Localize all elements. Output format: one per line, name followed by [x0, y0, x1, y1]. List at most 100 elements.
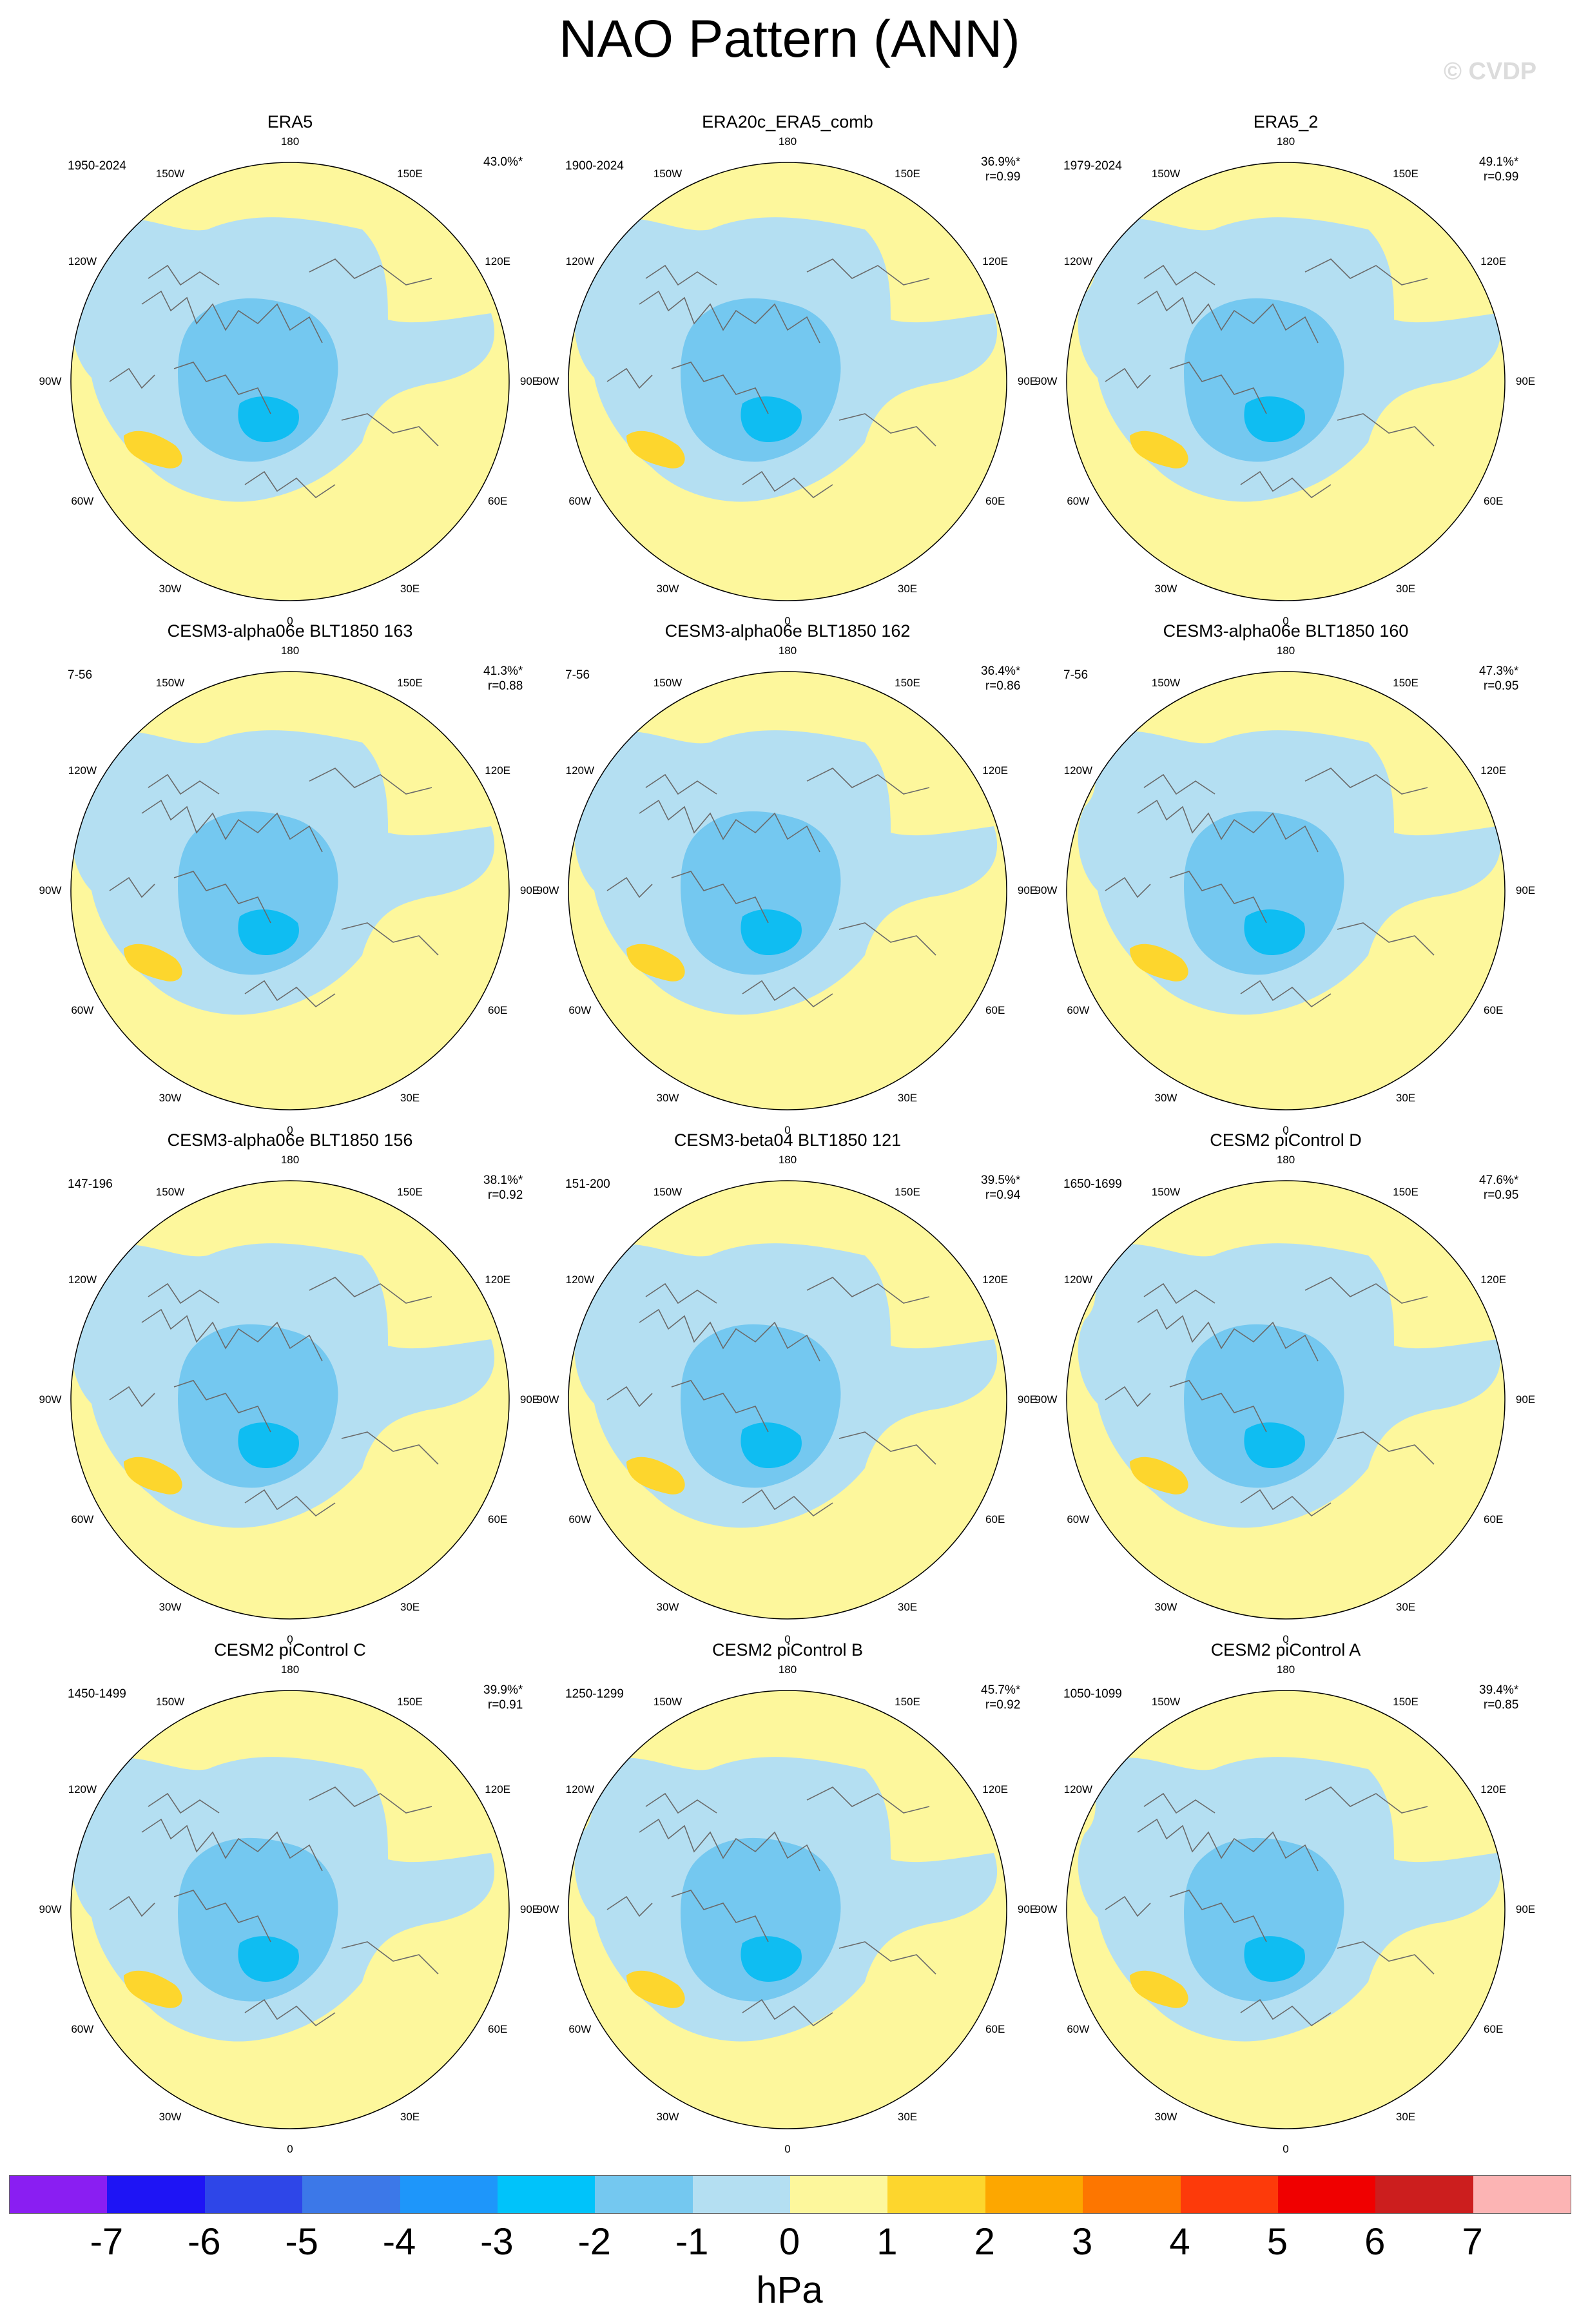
longitude-label: 60E [985, 495, 1005, 507]
explained-variance: 36.9%* [981, 155, 1021, 169]
longitude-label: 90W [39, 1903, 62, 1915]
positive-anomaly-max [626, 944, 685, 982]
longitude-label: 150E [1393, 167, 1419, 180]
longitude-label: 90E [519, 1903, 540, 1915]
pattern-correlation: r=0.99 [985, 170, 1021, 184]
colorbar-swatch [1180, 2176, 1278, 2213]
explained-variance: 47.6%* [1479, 1174, 1519, 1187]
map-border [70, 1690, 510, 2129]
longitude-label: 120E [982, 1783, 1009, 1796]
cvdp-credit: © CVDP [1444, 58, 1537, 85]
longitude-label: 150E [397, 676, 423, 689]
longitude-label: 60W [1067, 1004, 1090, 1016]
longitude-label: 120E [1480, 1783, 1507, 1796]
polar-map [1066, 162, 1506, 601]
longitude-label: 90E [519, 375, 540, 387]
longitude-label: 180 [1276, 1663, 1295, 1676]
panel-stats: 49.1%* r=0.99 [1479, 155, 1518, 184]
longitude-label: 120W [565, 764, 595, 777]
coastlines [109, 1277, 439, 1517]
negative-anomaly-max [238, 396, 299, 442]
negative-anomaly-max [741, 1422, 802, 1468]
longitude-label: 150W [653, 1695, 683, 1708]
positive-anomaly-max [626, 1457, 685, 1495]
map-panel: CESM3-alpha06e BLT1850 163 7-56 41.3%* r=0.… [32, 620, 548, 1136]
panel-stats: 39.4%* r=0.85 [1479, 1683, 1518, 1712]
colorbar-tick-label: -3 [480, 2221, 514, 2263]
longitude-label: 120E [1480, 1273, 1507, 1286]
longitude-label: 120E [982, 764, 1009, 777]
panel-period: 1650-1699 [1063, 1177, 1122, 1191]
longitude-label: 180 [778, 644, 797, 657]
longitude-label: 90E [1017, 375, 1038, 387]
map-panel: CESM3-alpha06e BLT1850 160 7-56 47.3%* r=0.… [1028, 620, 1544, 1136]
longitude-label: 150W [1151, 676, 1181, 689]
longitude-label: 90E [1515, 1903, 1536, 1915]
longitude-label: 30E [1395, 2111, 1416, 2124]
longitude-label: 30E [897, 1601, 918, 1614]
longitude-label: 60E [985, 2023, 1005, 2035]
colorbar-swatch [887, 2176, 985, 2213]
explained-variance: 39.9%* [483, 1683, 523, 1697]
longitude-label: 0 [784, 1124, 791, 1136]
longitude-label: 180 [280, 1154, 300, 1166]
colorbar-tick-label: -1 [675, 2221, 709, 2263]
map-border [568, 162, 1007, 601]
longitude-label: 30E [1395, 1092, 1416, 1105]
longitude-label: 30E [897, 1092, 918, 1105]
panel-title: CESM2 piControl B [712, 1640, 864, 1660]
polar-map [70, 1180, 510, 1620]
positive-anomaly-max [1130, 1970, 1188, 2008]
panel-period: 1050-1099 [1063, 1687, 1122, 1701]
positive-anomaly-max [124, 1970, 182, 2008]
longitude-label: 150E [895, 167, 920, 180]
panel-title: CESM3-alpha06e BLT1850 162 [664, 621, 911, 641]
longitude-label: 150W [1151, 1695, 1181, 1708]
colorbar-tick-label: -2 [577, 2221, 612, 2263]
panel-title: CESM2 piControl C [214, 1640, 366, 1660]
pattern-correlation: r=0.92 [487, 1188, 523, 1202]
longitude-label: 150E [895, 1695, 920, 1708]
longitude-label: 180 [280, 1663, 300, 1676]
pattern-correlation: r=0.95 [1483, 1188, 1519, 1202]
longitude-label: 60W [568, 1004, 592, 1016]
pattern-correlation: r=0.99 [1483, 170, 1519, 184]
map-border [568, 1180, 1007, 1620]
colorbar-swatch [985, 2176, 1083, 2213]
positive-anomaly-max [626, 1970, 685, 2008]
panel-title: CESM2 piControl A [1210, 1640, 1361, 1660]
longitude-label: 120W [565, 255, 595, 267]
longitude-label: 120E [485, 255, 511, 267]
positive-anomaly-max [1130, 1457, 1188, 1495]
panel-stats: 38.1%* r=0.92 [483, 1173, 523, 1203]
longitude-label: 0 [287, 2143, 293, 2155]
colorbar-swatch [1473, 2176, 1571, 2213]
map-border [1066, 671, 1506, 1110]
longitude-label: 0 [287, 615, 293, 627]
panel-title: ERA5 [267, 112, 313, 131]
longitude-label: 30W [656, 2111, 679, 2124]
longitude-label: 150E [397, 1695, 423, 1708]
longitude-label: 30W [159, 2111, 182, 2124]
longitude-label: 30E [400, 2111, 420, 2124]
longitude-label: 120W [565, 1783, 595, 1796]
colorbar-swatch [790, 2176, 888, 2213]
longitude-label: 90E [1017, 1903, 1038, 1915]
explained-variance: 41.3%* [483, 664, 523, 678]
longitude-label: 60W [71, 495, 94, 507]
colorbar-swatch [1277, 2176, 1376, 2213]
pattern-correlation: r=0.86 [985, 679, 1021, 693]
longitude-label: 60W [568, 2023, 592, 2035]
longitude-label: 90E [1515, 375, 1536, 387]
coastlines [606, 258, 936, 499]
positive-anomaly-max [1130, 944, 1188, 982]
coastlines [606, 1277, 936, 1517]
negative-anomaly-max [741, 1936, 802, 1982]
longitude-label: 0 [1283, 615, 1289, 627]
longitude-label: 150W [155, 676, 185, 689]
panel-period: 7-56 [68, 668, 93, 682]
colorbar-swatch [10, 2176, 108, 2213]
coastlines [606, 1787, 936, 2027]
longitude-label: 30E [1395, 1601, 1416, 1614]
longitude-label: 120E [1480, 764, 1507, 777]
